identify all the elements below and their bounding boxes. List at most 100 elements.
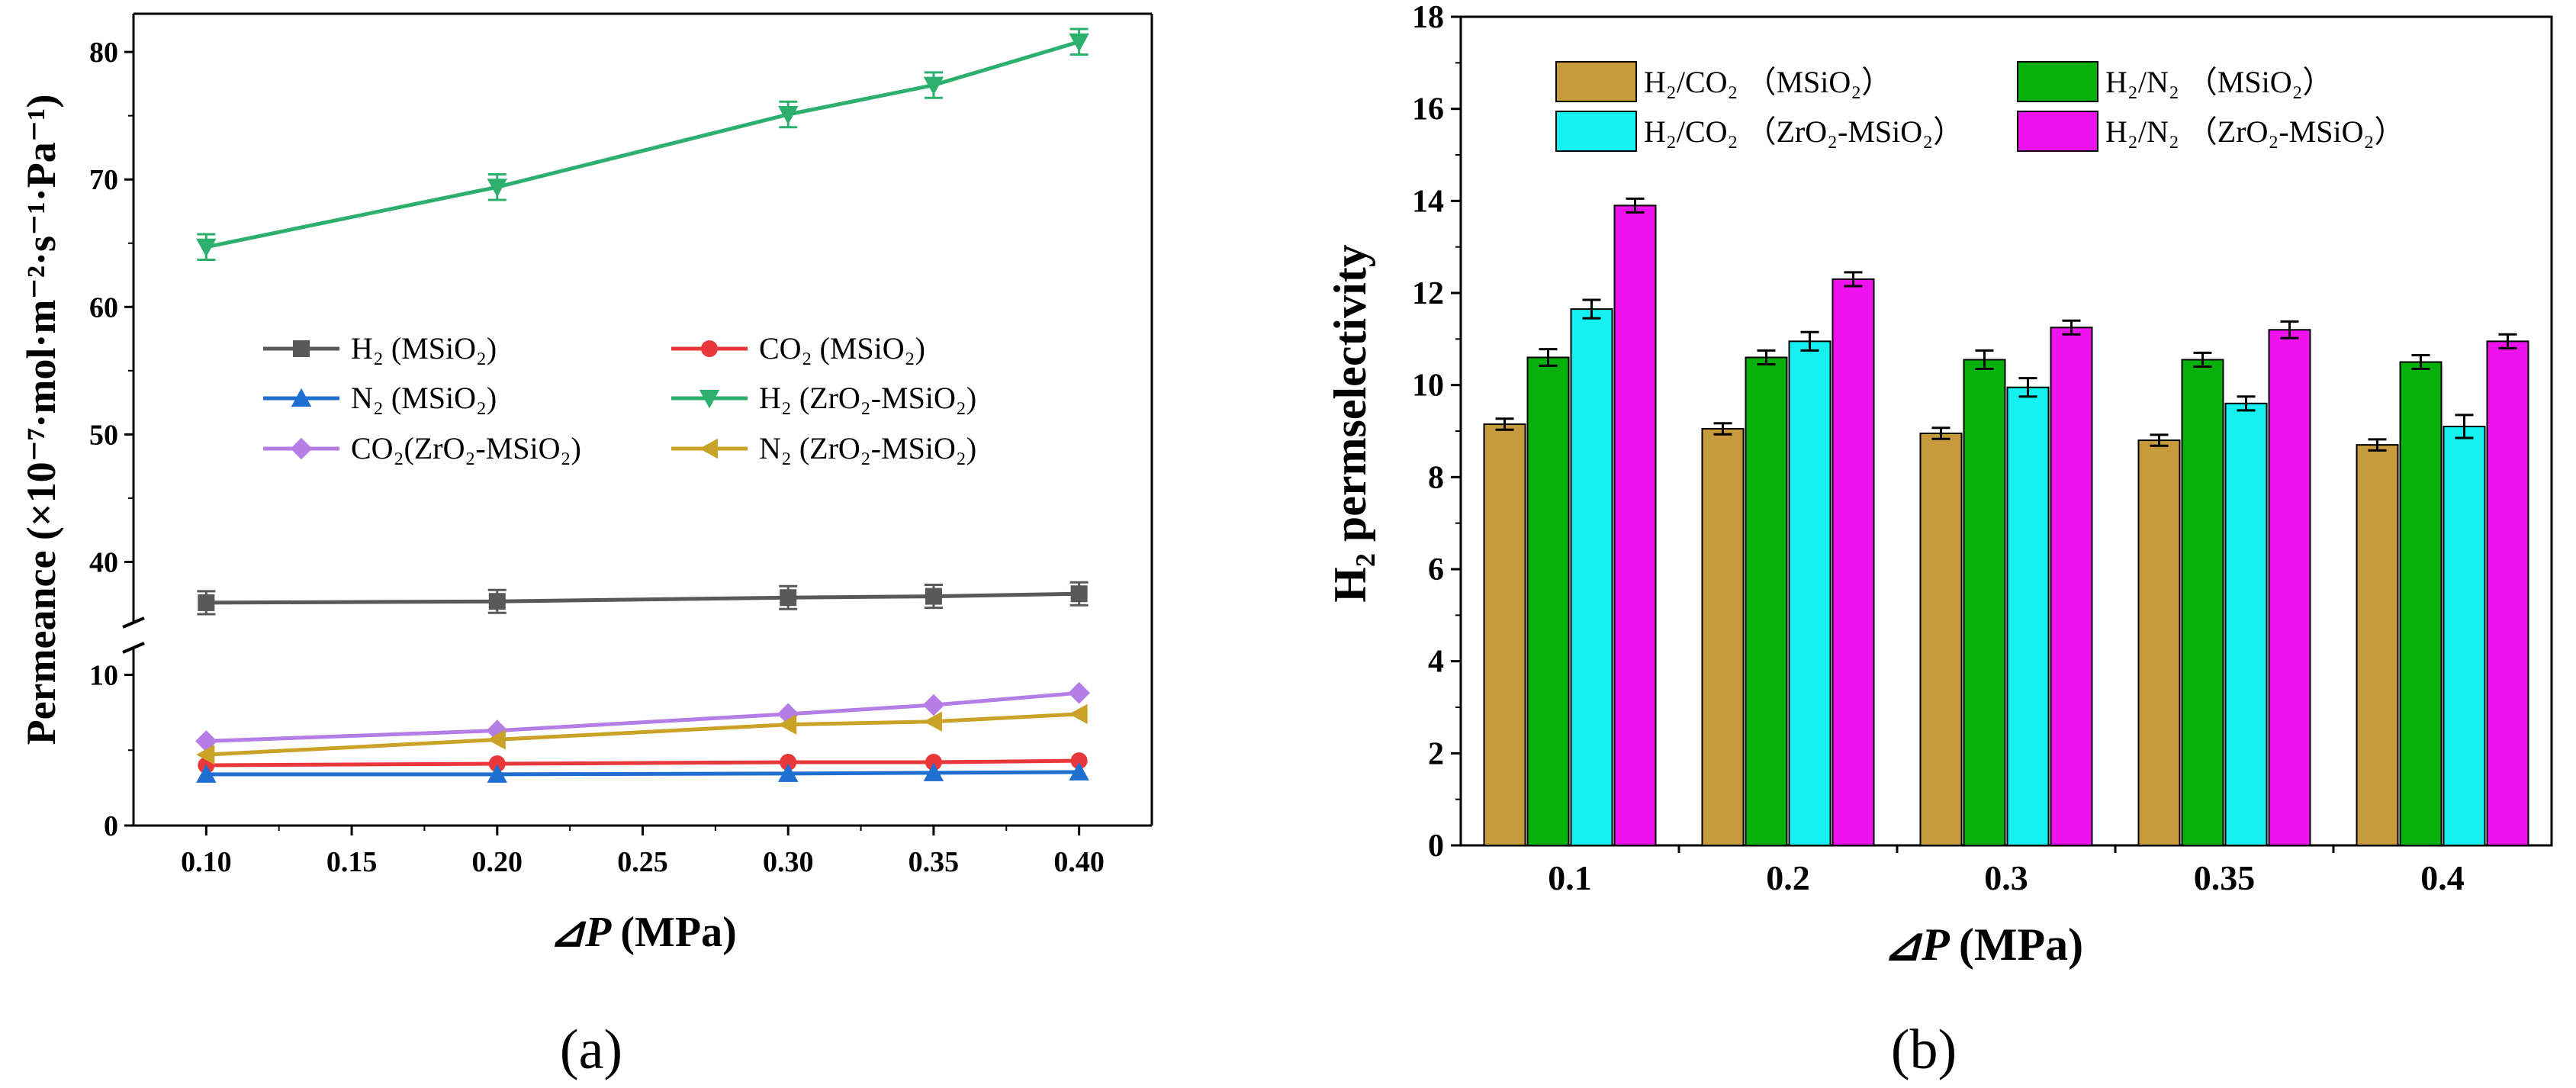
panel-a-data-point <box>923 76 944 95</box>
panel-a-legend-label: CO₂ (MSiO₂) <box>759 331 925 365</box>
panel-a-legend-item: N₂ (ZrO₂-MSiO₂) <box>671 431 976 465</box>
panel-a-legend-label: N₂ (ZrO₂-MSiO₂) <box>759 431 976 465</box>
panel-b-y-tick-label: 18 <box>1412 0 1444 35</box>
panel-b-bar <box>1788 340 1832 847</box>
panel-a-series <box>197 581 1089 616</box>
panel-a-legend-label: N₂ (MSiO₂) <box>351 381 497 415</box>
panel-b-x-tick-label: 0.2 <box>1766 858 1810 897</box>
panel-a-data-point <box>925 587 942 605</box>
panel-b-bar <box>1483 423 1526 846</box>
panel-a-data-point <box>487 179 507 198</box>
panel-b-legend-label: H₂/N₂ （ZrO₂-MSiO₂） <box>2105 114 2404 149</box>
panel-b-y-tick-label: 0 <box>1428 829 1444 864</box>
panel-a-x-tick-label: 0.35 <box>909 846 960 878</box>
panel-a-series <box>196 703 1088 765</box>
panel-b-y-tick-label: 8 <box>1428 460 1444 495</box>
panel-a-data-point <box>778 714 797 735</box>
panel-a-series <box>198 752 1088 774</box>
panel-a-data-point <box>780 754 797 771</box>
panel-a-x-tick-label: 0.15 <box>326 846 378 878</box>
panel-b-y-tick-label: 14 <box>1412 184 1444 219</box>
panel-b-y-tick-label: 10 <box>1412 369 1444 404</box>
panel-b-legend-swatch <box>1555 111 1637 152</box>
panel-a-legend-label: CO₂(ZrO₂-MSiO₂) <box>351 431 581 465</box>
panel-a-y-tick-label: 10 <box>89 660 118 692</box>
panel-a-legend-item: N₂ (MSiO₂) <box>263 381 497 415</box>
panel-a-legend-marker <box>293 340 310 357</box>
panel-b-bar <box>1701 427 1745 846</box>
panel-a-data-point <box>923 711 942 732</box>
panel-a-data-point <box>1068 681 1090 704</box>
panel-b-legend-item: H₂/N₂ （ZrO₂-MSiO₂） <box>2017 111 2404 152</box>
panel-a-series-line <box>206 770 1079 777</box>
panel-b-plot-area: 0 2 4 6 8 10 12 14 16 18 0.1 0.2 0.3 0.35 0.4 <box>1412 0 2553 897</box>
panel-b-y-tick-label: 16 <box>1412 92 1444 127</box>
panel-a-legend-marker <box>291 388 312 407</box>
panel-a-data-point <box>778 105 799 125</box>
panel-b-y-tick-label: 2 <box>1428 736 1444 771</box>
panel-b-bar <box>2486 340 2529 847</box>
panel-a-legend-item: H₂ (MSiO₂) <box>263 331 497 365</box>
panel-b-legend-item: H₂/CO₂ （ZrO₂-MSiO₂） <box>1555 111 1963 152</box>
panel-a-legend-label: H₂ (MSiO₂) <box>351 331 497 365</box>
panel-b-legend-swatch <box>2017 111 2098 152</box>
panel-b-bar <box>1613 204 1657 847</box>
panel-b-bar <box>1919 433 1963 846</box>
panel-a-data-point <box>488 593 506 610</box>
panel-a-plot-area: 0 10 40 50 60 70 80 0.10 0.15 0.20 0.25 0.30 0.35 0.4… <box>89 12 1153 878</box>
panel-a-axis-break-mark <box>122 642 145 654</box>
panel-a-data-point <box>196 764 217 783</box>
panel-a-y-axis-label: Permeance (×10⁻⁷·mol·m⁻²·s⁻¹·Pa⁻¹) <box>18 95 64 745</box>
panel-b-bar <box>1570 308 1613 847</box>
panel-a-data-point <box>1070 585 1088 603</box>
panel-a-line-chart: 0 10 40 50 60 70 80 0.10 0.15 0.20 0.25 0.30 0.35 0.4… <box>18 12 1153 1081</box>
panel-b-bar <box>2443 425 2486 846</box>
panel-a-axis-break-mark <box>122 616 145 629</box>
panel-b-bar <box>2268 329 2311 846</box>
panel-a-data-point <box>1069 33 1089 52</box>
panel-a-y-tick-label: 40 <box>89 546 118 578</box>
panel-a-data-point <box>925 754 942 771</box>
panel-a-data-point <box>923 762 944 781</box>
panel-b-bar <box>2399 361 2443 846</box>
panel-a-data-point <box>922 694 945 716</box>
panel-a-legend: H₂ (MSiO₂) CO₂ (MSiO₂) N₂ (MSiO₂) H₂ (ZrO₂-… <box>263 331 976 465</box>
panel-a-x-tick-label: 0.20 <box>472 846 523 878</box>
panel-a-series-line <box>206 712 1079 757</box>
panel-a-y-tick-label: 60 <box>89 291 118 324</box>
panel-b-bar <box>2181 359 2224 846</box>
panel-b-legend-label: H₂/N₂ （MSiO₂） <box>2105 65 2333 99</box>
panel-a-legend-item: CO₂(ZrO₂-MSiO₂) <box>263 431 581 465</box>
panel-a-y-tick-label: 50 <box>89 419 118 451</box>
panel-b-y-tick-label: 6 <box>1428 552 1444 587</box>
panel-a-series-line <box>206 591 1079 605</box>
panel-a-data-point <box>196 238 217 257</box>
panel-b-x-tick-label: 0.1 <box>1548 858 1592 897</box>
panel-a-legend-item: H₂ (ZrO₂-MSiO₂) <box>671 381 976 415</box>
panel-b-x-axis-label: ⊿P (MPa) <box>1883 919 2083 970</box>
panel-a-x-axis-label: ⊿P (MPa) <box>549 909 737 956</box>
panel-a-series <box>195 681 1090 752</box>
panel-a-series-line <box>206 758 1079 768</box>
panel-a-x-tick-label: 0.25 <box>617 846 668 878</box>
panel-a-y-tick-label: 70 <box>89 164 118 196</box>
panel-a-y-tick-label: 80 <box>89 37 118 69</box>
panel-a-y-tick-label: 0 <box>104 810 118 842</box>
panel-b-bar <box>2137 439 2181 846</box>
panel-b-x-axis-symbol: ⊿P <box>1883 919 1950 970</box>
panel-a-label: (a) <box>560 1019 622 1081</box>
panel-b-x-tick-label: 0.4 <box>2420 858 2465 897</box>
panel-a-legend-marker <box>701 340 718 357</box>
panel-b-bar <box>2356 444 2399 846</box>
panel-b-x-axis-unit: (MPa) <box>1959 919 2083 970</box>
panel-b-legend-label: H₂/CO₂ （ZrO₂-MSiO₂） <box>1644 114 1963 149</box>
panel-a-data-point <box>1069 761 1089 781</box>
panel-a-x-axis-unit: (MPa) <box>620 909 736 956</box>
panel-b-bar <box>2050 327 2093 846</box>
panel-a-data-point <box>1070 752 1088 770</box>
panel-b-y-tick-label: 4 <box>1428 645 1444 680</box>
panel-b-legend-item: H₂/CO₂ （MSiO₂） <box>1555 61 1892 102</box>
panel-a-x-axis-symbol: ⊿P <box>549 909 612 956</box>
panel-b-bar-chart: 0 2 4 6 8 10 12 14 16 18 0.1 0.2 0.3 0.35 0.4 H₂/CO₂ （… <box>1325 0 2553 1081</box>
panel-a-x-tick-label: 0.40 <box>1053 846 1105 878</box>
